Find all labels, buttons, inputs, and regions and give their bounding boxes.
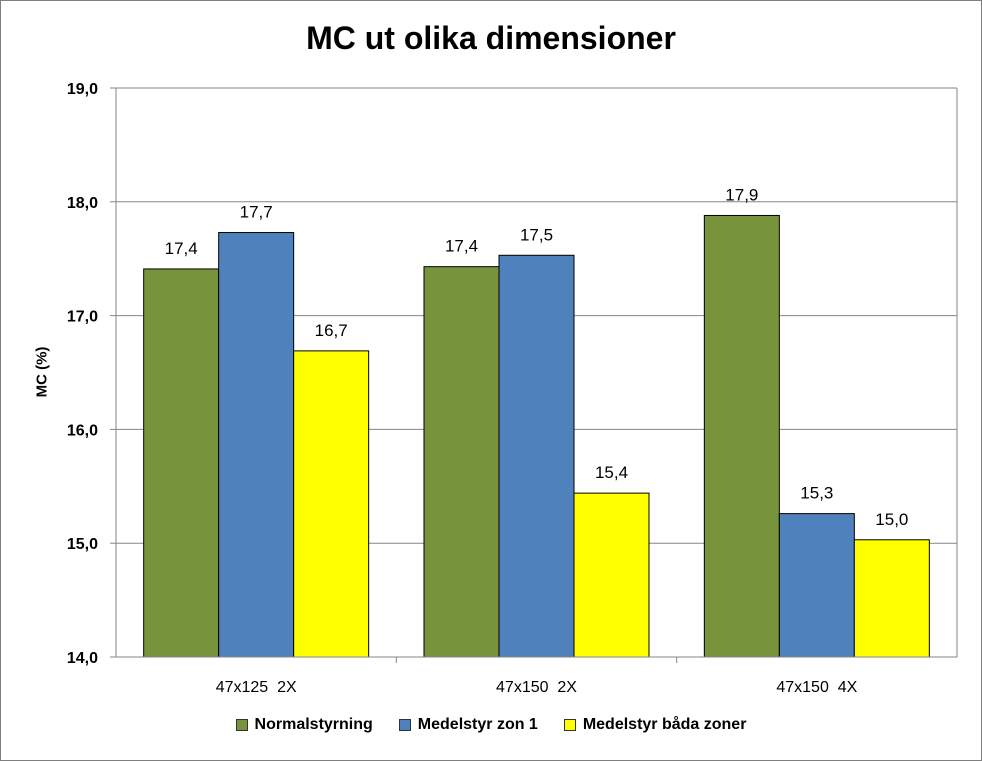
data-label: 15,3 xyxy=(800,484,833,503)
x-tick-label: 47x150 2X xyxy=(496,679,577,696)
data-label: 17,4 xyxy=(445,237,478,256)
legend-item: Medelstyr zon 1 xyxy=(398,716,538,734)
bar-2-3 xyxy=(778,513,855,658)
legend-label: Medelstyr zon 1 xyxy=(417,716,538,733)
legend-label: Medelstyr båda zoner xyxy=(582,716,747,733)
legend-label: Normalstyrning xyxy=(254,716,373,733)
legend-swatch xyxy=(398,719,411,731)
x-tick-label: 47x150 4X xyxy=(776,679,857,696)
bar-2-1 xyxy=(218,232,295,658)
data-label: 17,5 xyxy=(520,225,553,244)
bar-3-2 xyxy=(573,492,650,658)
y-tick-label: 16,0 xyxy=(67,422,98,439)
data-label: 17,4 xyxy=(165,239,198,258)
legend: Normalstyrning Medelstyr zon 1 Medelstyr b… xyxy=(0,716,982,734)
x-tick-label: 47x125 2X xyxy=(216,679,297,696)
bar-2-2 xyxy=(498,254,575,658)
data-label: 17,9 xyxy=(725,185,758,204)
legend-item: Normalstyrning xyxy=(235,716,373,734)
data-label: 15,0 xyxy=(875,510,908,529)
y-tick-label: 14,0 xyxy=(67,650,98,667)
legend-swatch xyxy=(563,719,576,731)
legend-item: Medelstyr båda zoner xyxy=(563,716,747,734)
bar-1-3 xyxy=(703,214,780,658)
bar-3-1 xyxy=(293,350,370,658)
y-tick-label: 15,0 xyxy=(67,536,98,553)
data-label: 17,7 xyxy=(240,203,273,222)
bar-1-1 xyxy=(143,268,220,658)
chart-title: MC ut olika dimensioner xyxy=(306,20,676,56)
legend-swatch xyxy=(235,719,248,731)
bar-3-3 xyxy=(853,539,930,658)
y-tick-label: 17,0 xyxy=(67,309,98,326)
data-label: 15,4 xyxy=(595,463,628,482)
bar-1-2 xyxy=(423,266,500,658)
data-label: 16,7 xyxy=(315,321,348,340)
y-tick-label: 18,0 xyxy=(67,195,98,212)
y-tick-label: 19,0 xyxy=(67,81,98,98)
